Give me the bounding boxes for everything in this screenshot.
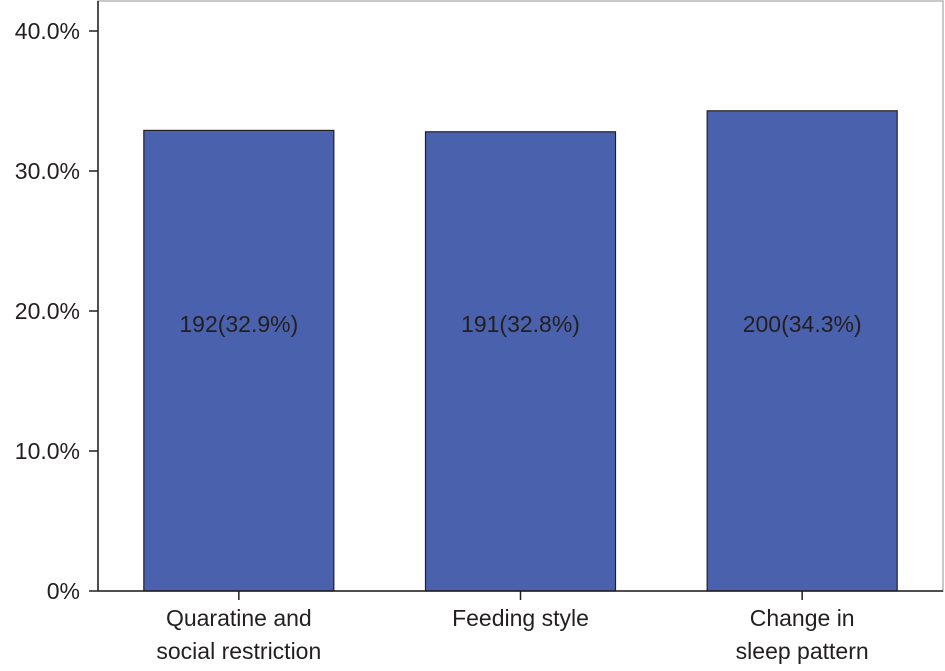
x-tick-label: Feeding style [452, 605, 589, 631]
bars-layer: 192(32.9%) 191(32.8%) 200(34.3%) [143, 110, 898, 592]
x-axis: Quaratine and social restriction Feeding s… [98, 590, 943, 664]
y-tick-label: 10.0% [15, 438, 80, 464]
bar [143, 129, 335, 592]
x-tick-label-line: Quaratine and [166, 605, 312, 631]
bar [706, 110, 898, 592]
y-tick-label: 40.0% [15, 18, 80, 44]
bar-data-label: 191(32.8%) [461, 311, 580, 337]
y-tick-label: 30.0% [15, 158, 80, 184]
bar-data-label: 200(34.3%) [743, 311, 862, 337]
x-tick-label-line: Feeding style [452, 605, 589, 631]
y-tick-label: 20.0% [15, 298, 80, 324]
x-tick-label-line: Change in [750, 605, 855, 631]
x-tick-label: Change in sleep pattern [736, 605, 869, 664]
y-axis: 0% 10.0% 20.0% 30.0% 40.0% [15, 1, 99, 604]
x-tick-label-line: sleep pattern [736, 638, 869, 664]
y-tick-label: 0% [47, 578, 80, 604]
bar-data-label: 192(32.9%) [179, 311, 298, 337]
bar [424, 131, 617, 592]
x-tick-label-line: social restriction [156, 638, 321, 664]
x-tick-label: Quaratine and social restriction [156, 605, 321, 664]
